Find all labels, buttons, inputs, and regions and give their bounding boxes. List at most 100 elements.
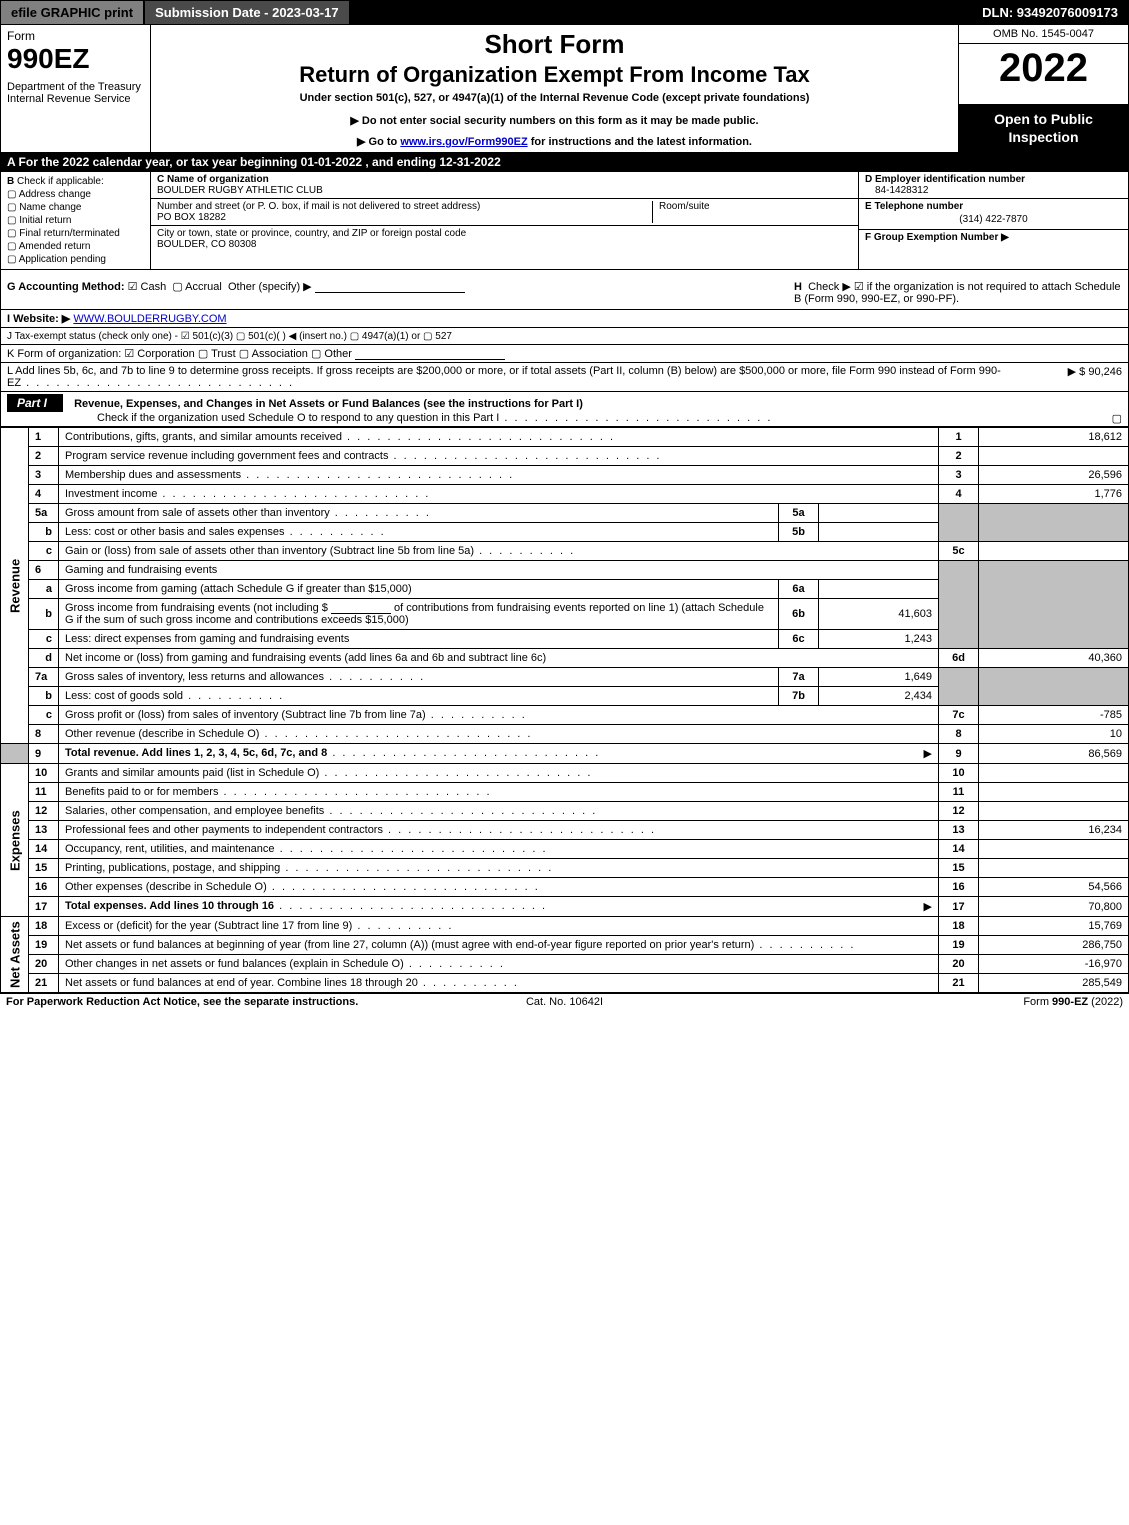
part1-check-text: Check if the organization used Schedule … bbox=[97, 412, 772, 424]
k-other-blank[interactable] bbox=[355, 348, 505, 360]
do-not-enter: ▶ Do not enter social security numbers o… bbox=[157, 114, 952, 127]
e-tel-val: (314) 422-7870 bbox=[865, 212, 1122, 227]
irs-link[interactable]: www.irs.gov/Form990EZ bbox=[400, 136, 527, 148]
website-link[interactable]: WWW.BOULDERRUGBY.COM bbox=[73, 313, 226, 325]
line-1-desc: Contributions, gifts, grants, and simila… bbox=[59, 428, 939, 447]
row-j-tax-exempt: J Tax-exempt status (check only one) - ☑… bbox=[0, 328, 1129, 345]
h-text: Check ▶ ☑ if the organization is not req… bbox=[794, 281, 1121, 305]
check-application-pending[interactable]: Application pending bbox=[7, 254, 144, 265]
check-address-change[interactable]: Address change bbox=[7, 189, 144, 200]
line-2-val bbox=[979, 447, 1129, 466]
line-6b-blank[interactable] bbox=[331, 602, 391, 614]
short-form-title: Short Form bbox=[157, 29, 952, 60]
line-6b-num: b bbox=[29, 599, 59, 630]
line-2-desc: Program service revenue including govern… bbox=[59, 447, 939, 466]
section-g: G Accounting Method: Cash Accrual Other … bbox=[1, 270, 788, 309]
line-12-lnum: 12 bbox=[939, 802, 979, 821]
line-13-val: 16,234 bbox=[979, 821, 1129, 840]
line-16-desc: Other expenses (describe in Schedule O) bbox=[59, 878, 939, 897]
efile-print-button[interactable]: efile GRAPHIC print bbox=[1, 1, 145, 24]
line-15-val bbox=[979, 859, 1129, 878]
return-title: Return of Organization Exempt From Incom… bbox=[157, 62, 952, 88]
check-amended-return[interactable]: Amended return bbox=[7, 241, 144, 252]
city-label: City or town, state or province, country… bbox=[157, 228, 852, 239]
j-text: J Tax-exempt status (check only one) - ☑… bbox=[7, 331, 452, 342]
g-label: G Accounting Method: bbox=[7, 281, 125, 293]
footer-right: Form 990-EZ (2022) bbox=[751, 996, 1123, 1008]
line-18-desc: Excess or (deficit) for the year (Subtra… bbox=[59, 917, 939, 936]
k-text: K Form of organization: ☑ Corporation ▢ … bbox=[7, 348, 352, 360]
c-name-label: C Name of organization bbox=[157, 174, 852, 185]
l-val: ▶ $ 90,246 bbox=[1002, 365, 1122, 389]
line-18-val: 15,769 bbox=[979, 917, 1129, 936]
line-20-lnum: 20 bbox=[939, 955, 979, 974]
line-12-num: 12 bbox=[29, 802, 59, 821]
line-7a-num: 7a bbox=[29, 668, 59, 687]
line-6d-lnum: 6d bbox=[939, 649, 979, 668]
line-8-num: 8 bbox=[29, 725, 59, 744]
line-15-desc: Printing, publications, postage, and shi… bbox=[59, 859, 939, 878]
line-7b-sub: 7b bbox=[779, 687, 819, 706]
line-20-desc: Other changes in net assets or fund bala… bbox=[59, 955, 939, 974]
line-19-val: 286,750 bbox=[979, 936, 1129, 955]
line-2-lnum: 2 bbox=[939, 447, 979, 466]
line-7a-desc: Gross sales of inventory, less returns a… bbox=[59, 668, 779, 687]
line-7b-num: b bbox=[29, 687, 59, 706]
line-14-desc: Occupancy, rent, utilities, and maintena… bbox=[59, 840, 939, 859]
l-text: L Add lines 5b, 6c, and 7b to line 9 to … bbox=[7, 365, 1002, 389]
vlabel-revenue: Revenue bbox=[1, 428, 29, 744]
addr-label: Number and street (or P. O. box, if mail… bbox=[157, 201, 652, 212]
line-13-num: 13 bbox=[29, 821, 59, 840]
line-14-num: 14 bbox=[29, 840, 59, 859]
check-final-return[interactable]: Final return/terminated bbox=[7, 228, 144, 239]
line-8-lnum: 8 bbox=[939, 725, 979, 744]
footer-left: For Paperwork Reduction Act Notice, see … bbox=[6, 996, 378, 1008]
line-17-desc: Total expenses. Add lines 10 through 16▶ bbox=[59, 897, 939, 917]
line-11-lnum: 11 bbox=[939, 783, 979, 802]
form-label: Form bbox=[7, 29, 144, 43]
line-1-lnum: 1 bbox=[939, 428, 979, 447]
line-3-desc: Membership dues and assessments bbox=[59, 466, 939, 485]
line-5a-num: 5a bbox=[29, 504, 59, 523]
row-l-gross-receipts: L Add lines 5b, 6c, and 7b to line 9 to … bbox=[0, 363, 1129, 392]
row-a-calendar-year: A For the 2022 calendar year, or tax yea… bbox=[0, 153, 1129, 172]
line-6d-val: 40,360 bbox=[979, 649, 1129, 668]
line-4-num: 4 bbox=[29, 485, 59, 504]
omb-number: OMB No. 1545-0047 bbox=[959, 25, 1128, 44]
part1-check-box[interactable]: ▢ bbox=[1112, 412, 1122, 425]
g-other-blank[interactable] bbox=[315, 281, 465, 293]
line-10-num: 10 bbox=[29, 764, 59, 783]
line-21-desc: Net assets or fund balances at end of ye… bbox=[59, 974, 939, 993]
line-14-lnum: 14 bbox=[939, 840, 979, 859]
g-cash-check[interactable]: Cash bbox=[128, 281, 167, 293]
line-19-desc: Net assets or fund balances at beginning… bbox=[59, 936, 939, 955]
line-10-lnum: 10 bbox=[939, 764, 979, 783]
h-label: H bbox=[794, 281, 802, 293]
line-21-val: 285,549 bbox=[979, 974, 1129, 993]
line-7b-subval: 2,434 bbox=[819, 687, 939, 706]
under-section: Under section 501(c), 527, or 4947(a)(1)… bbox=[157, 92, 952, 104]
line-11-desc: Benefits paid to or for members bbox=[59, 783, 939, 802]
section-h: H Check ▶ ☑ if the organization is not r… bbox=[788, 270, 1128, 309]
check-name-change[interactable]: Name change bbox=[7, 202, 144, 213]
line-9-desc: Total revenue. Add lines 1, 2, 3, 4, 5c,… bbox=[59, 744, 939, 764]
room-suite-label: Room/suite bbox=[652, 201, 852, 223]
tax-year: 2022 bbox=[959, 44, 1128, 104]
check-initial-return[interactable]: Initial return bbox=[7, 215, 144, 226]
form-number: 990EZ bbox=[7, 43, 144, 75]
g-accrual-check[interactable]: Accrual bbox=[172, 281, 222, 293]
line-4-lnum: 4 bbox=[939, 485, 979, 504]
line-5c-num: c bbox=[29, 542, 59, 561]
line-5a-subval bbox=[819, 504, 939, 523]
header-right: OMB No. 1545-0047 2022 Open to Public In… bbox=[958, 25, 1128, 152]
form-header: Form 990EZ Department of the Treasury In… bbox=[0, 25, 1129, 153]
d-ein-val: 84-1428312 bbox=[865, 185, 1122, 196]
line-16-val: 54,566 bbox=[979, 878, 1129, 897]
gray-7v bbox=[979, 668, 1129, 706]
section-gh: G Accounting Method: Cash Accrual Other … bbox=[0, 270, 1129, 310]
line-20-val: -16,970 bbox=[979, 955, 1129, 974]
section-def: D Employer identification number 84-1428… bbox=[858, 172, 1128, 269]
line-4-desc: Investment income bbox=[59, 485, 939, 504]
line-6b-subval: 41,603 bbox=[819, 599, 939, 630]
line-7c-lnum: 7c bbox=[939, 706, 979, 725]
